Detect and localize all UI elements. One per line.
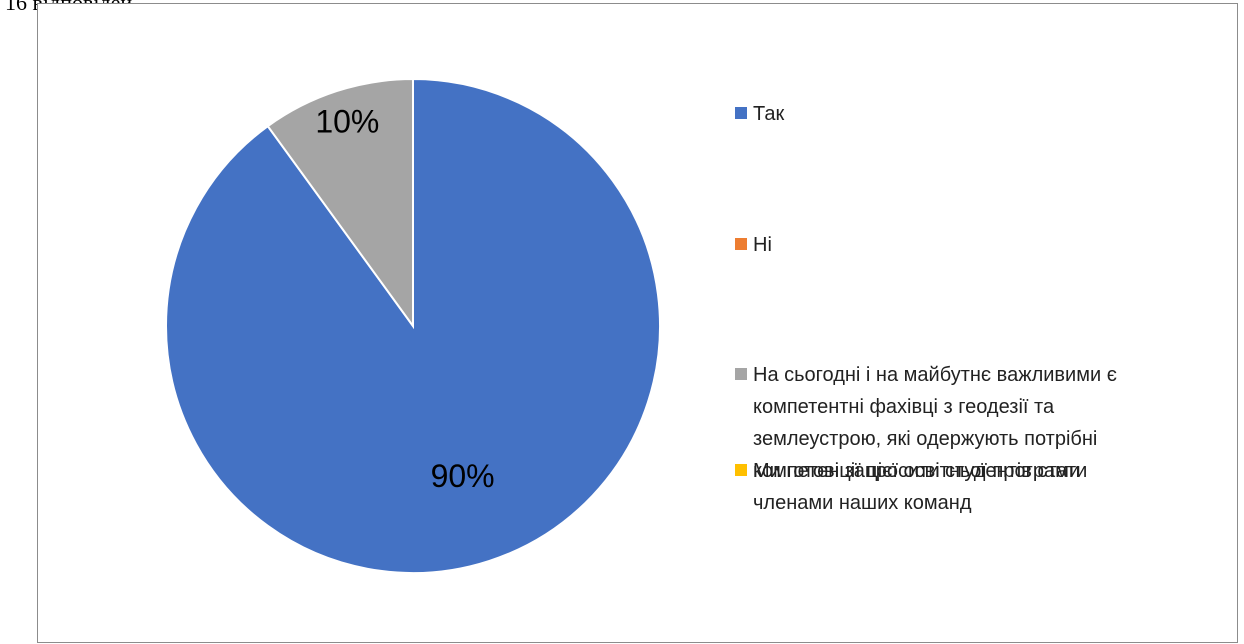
legend-label-1: Так	[753, 103, 784, 125]
legend-swatch-4	[735, 464, 747, 476]
data-label-3: 10%	[315, 103, 379, 139]
legend-swatch-1	[735, 107, 747, 119]
legend-swatch-2	[735, 238, 747, 250]
chart-area: 90% 10% Так Ні На сьогодні і на майбутнє ва…	[37, 3, 1238, 643]
legend-label-2: Ні	[753, 234, 772, 256]
legend-swatch-3	[735, 368, 747, 380]
pie-slice-3	[266, 77, 414, 330]
legend-label-3: На сьогодні і на майбутнє важливими є ком…	[753, 364, 1117, 482]
data-label-1: 90%	[431, 458, 495, 494]
pie-slice-1	[165, 77, 661, 574]
pie-chart: 90% 10% Так Ні На сьогодні і на майбутнє ва…	[165, 77, 1117, 574]
legend-item-3: На сьогодні і на майбутнє важливими є ком…	[735, 364, 1117, 482]
legend-item-4: Ми готові запросити студентів стати члена…	[735, 460, 1087, 514]
legend-item-1: Так	[735, 103, 784, 125]
legend-item-2: Ні	[735, 234, 772, 256]
legend-label-4: Ми готові запросити студентів стати члена…	[753, 460, 1087, 514]
